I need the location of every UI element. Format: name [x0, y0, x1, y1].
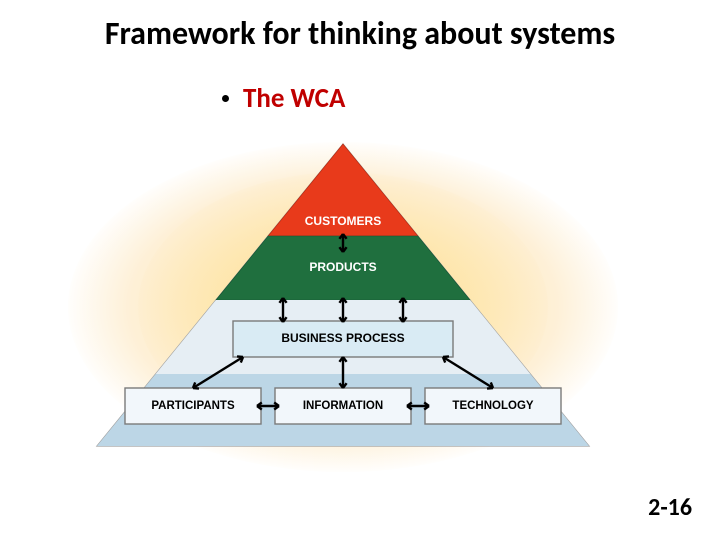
- slide: { "title": { "text": "Framework for thin…: [0, 0, 720, 540]
- bullet-the-wca: The WCA: [222, 82, 345, 115]
- page-title-text: Framework for thinking about systems: [105, 14, 615, 53]
- svg-text:INFORMATION: INFORMATION: [303, 400, 383, 412]
- svg-text:TECHNOLOGY: TECHNOLOGY: [452, 400, 533, 412]
- svg-text:PARTICIPANTS: PARTICIPANTS: [151, 400, 235, 412]
- level-customers: CUSTOMERS: [268, 144, 418, 236]
- wca-pyramid-diagram: CUSTOMERS PRODUCTS BUSINESS PROCESS PART…: [78, 132, 608, 472]
- bullet-label: The WCA: [243, 82, 345, 115]
- svg-text:PRODUCTS: PRODUCTS: [309, 260, 376, 274]
- page-title: Framework for thinking about systems: [0, 14, 720, 53]
- svg-text:BUSINESS PROCESS: BUSINESS PROCESS: [281, 331, 404, 345]
- svg-text:CUSTOMERS: CUSTOMERS: [305, 214, 381, 228]
- page-number: 2-16: [648, 493, 692, 522]
- bullet-dot-icon: [222, 95, 229, 102]
- page-number-text: 2-16: [648, 493, 692, 522]
- pyramid-svg: CUSTOMERS PRODUCTS BUSINESS PROCESS PART…: [78, 132, 608, 472]
